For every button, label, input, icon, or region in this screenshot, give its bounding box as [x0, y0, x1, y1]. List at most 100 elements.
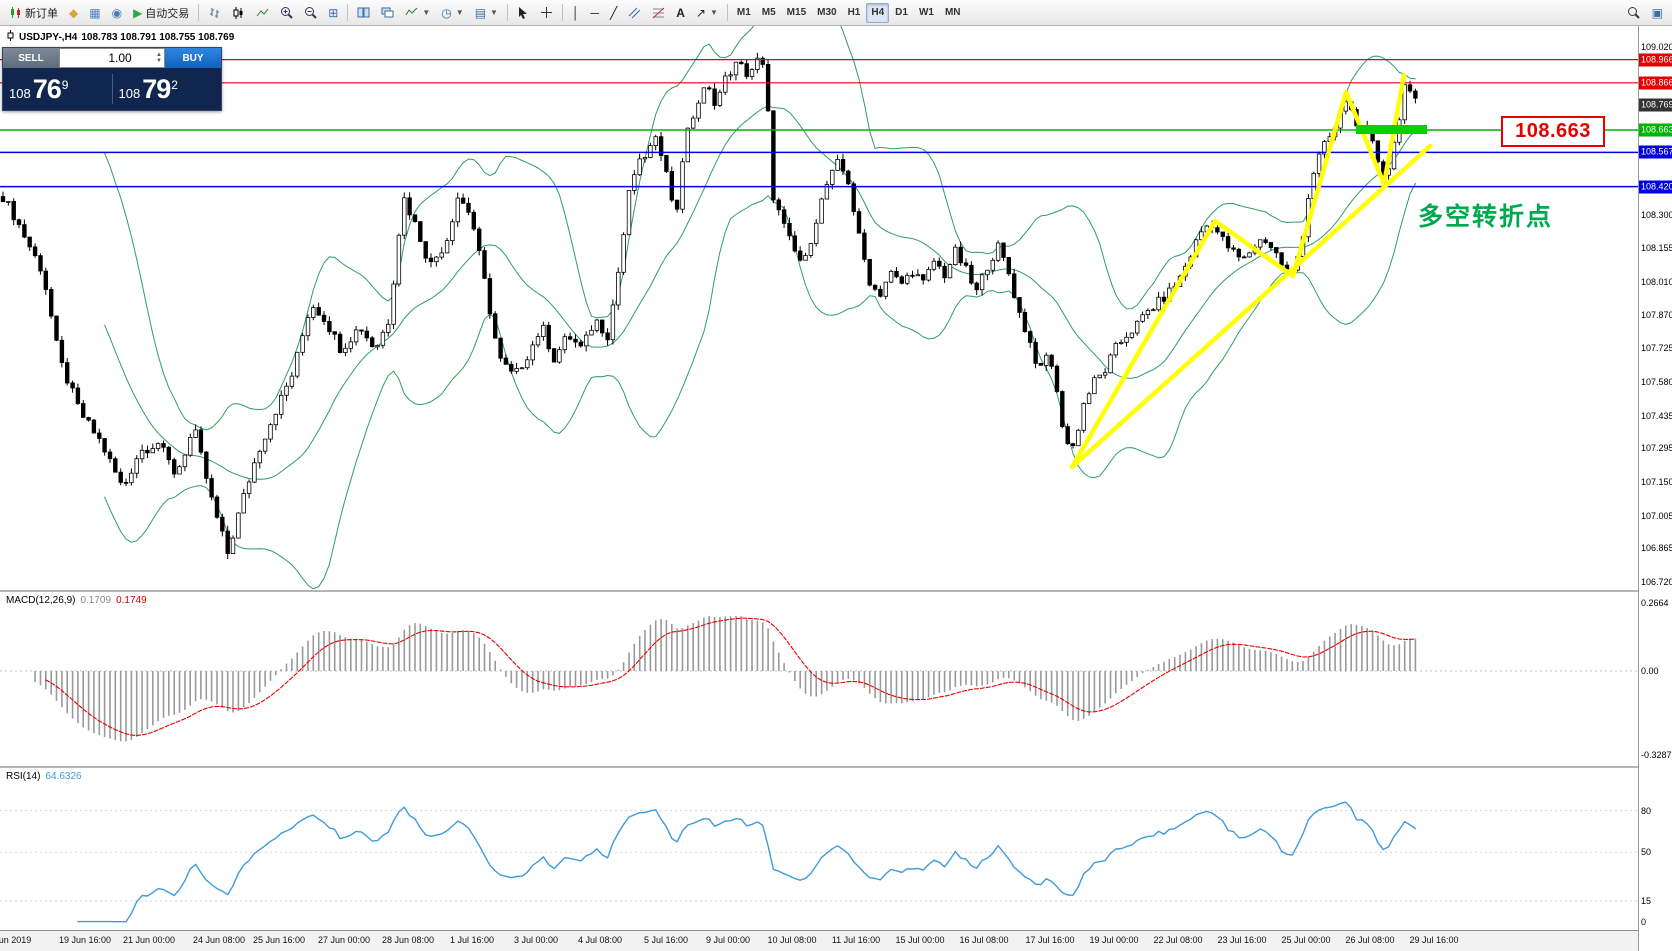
panel-divider[interactable] — [0, 590, 1638, 592]
indicators-dropdown-button[interactable]: ▼ — [400, 3, 435, 23]
price-annotation-box[interactable]: 108.663 — [1501, 116, 1605, 147]
time-axis-label: 29 Jul 16:00 — [1409, 935, 1459, 945]
candlestick-chart-icon — [232, 6, 245, 19]
time-axis-label: 17 Jul 16:00 — [1025, 935, 1075, 945]
tile-windows-button[interactable] — [352, 3, 375, 23]
auto-trading-label: 自动交易 — [145, 7, 190, 20]
price-scale-tick: 107.870 — [1641, 309, 1672, 320]
auto-trading-button[interactable]: ▶ 自动交易 — [128, 3, 194, 23]
data-window-button[interactable]: ▦ — [84, 3, 105, 23]
new-order-icon — [9, 6, 22, 19]
price-annotation-label: 108.663 — [1515, 120, 1591, 142]
toolbar: 新订单 ◆ ▦ ◉ ▶ 自动交易 ⊞ ▼ ◷ ▼ ▤ ▼ │ ─ ╱ A ↗ ▼ M1… — [0, 0, 1672, 26]
macd-signal-value: 0.1749 — [116, 595, 147, 606]
main-chart-canvas[interactable] — [0, 26, 1638, 590]
time-axis[interactable]: 8 Jun 2019 19 Jun 16:00 21 Jun 00:00 24 Jun… — [0, 930, 1638, 951]
buy-button[interactable]: BUY — [165, 48, 221, 68]
rsi-label-row: RSI(14) 64.6326 — [6, 771, 82, 782]
cascade-windows-button[interactable] — [376, 3, 399, 23]
zoom-out-icon — [304, 6, 318, 19]
rsi-scale-label: 0 — [1641, 916, 1647, 927]
new-order-button[interactable]: 新订单 — [4, 3, 63, 23]
timeframe-mn[interactable]: MN — [940, 3, 966, 23]
layout-button[interactable]: ▣ — [1647, 3, 1668, 23]
bar-chart-button[interactable] — [203, 3, 226, 23]
line-chart-button[interactable] — [251, 3, 274, 23]
fibonacci-button[interactable] — [647, 3, 670, 23]
rsi-value: 64.6326 — [45, 771, 82, 782]
timeframe-m1[interactable]: M1 — [732, 3, 756, 23]
macd-main-value: 0.1709 — [80, 595, 112, 606]
timeframe-m5[interactable]: M5 — [757, 3, 781, 23]
turning-point-annotation[interactable]: 多空转折点 — [1418, 203, 1554, 231]
buy-price-main: 79 — [142, 73, 171, 104]
price-scale-tick: 107.295 — [1641, 443, 1672, 454]
market-watch-button[interactable]: ◆ — [64, 3, 83, 23]
sell-button[interactable]: SELL — [3, 48, 59, 68]
zoom-in-button[interactable] — [275, 3, 298, 23]
new-order-label: 新订单 — [25, 7, 58, 20]
macd-scale-label: 0.00 — [1641, 666, 1659, 676]
time-axis-label: 19 Jul 00:00 — [1089, 935, 1139, 945]
crosshair-button[interactable] — [535, 3, 558, 23]
chart-symbol-icon — [6, 30, 15, 44]
chart-title: USDJPY-,H4 108.783 108.791 108.755 108.7… — [6, 30, 234, 44]
horizontal-line-button[interactable]: ─ — [585, 3, 604, 23]
volume-down-icon[interactable]: ▼ — [156, 58, 162, 64]
time-axis-label: 4 Jul 08:00 — [577, 935, 623, 945]
timeframe-h4[interactable]: H4 — [866, 2, 890, 23]
price-scale-tick: 107.580 — [1641, 376, 1672, 387]
time-axis-label: 26 Jul 08:00 — [1345, 935, 1395, 945]
rsi-panel-canvas[interactable] — [0, 768, 1638, 930]
price-scale-tag: 108.420 — [1639, 180, 1672, 194]
layout-icon: ▣ — [1651, 5, 1663, 20]
text-button[interactable]: A — [671, 3, 690, 23]
price-scale-tag: 108.966 — [1639, 53, 1672, 67]
timeframe-m15[interactable]: M15 — [782, 3, 811, 23]
buy-price[interactable]: 108 79 2 — [113, 74, 222, 105]
macd-label: MACD(12,26,9) — [6, 595, 76, 606]
arrows-tool-button[interactable]: ↗ ▼ — [691, 3, 723, 23]
trendline-icon: ╱ — [609, 5, 618, 20]
rsi-scale-label: 50 — [1641, 847, 1652, 858]
templates-icon: ⊞ — [328, 5, 339, 20]
price-scale-tick: 107.435 — [1641, 410, 1672, 421]
templates-button[interactable]: ⊞ — [323, 3, 343, 23]
price-scale[interactable]: 109.020 108.966 108.866 108.769 108.663 108.5… — [1638, 26, 1672, 951]
volume-stepper[interactable]: 1.00 ▲ ▼ — [59, 48, 165, 68]
zoom-out-button[interactable] — [299, 3, 322, 23]
navigator-button[interactable]: ◉ — [107, 3, 127, 23]
sell-price-sup: 9 — [61, 77, 69, 92]
cursor-button[interactable] — [512, 3, 534, 23]
chevron-down-icon: ▼ — [455, 8, 464, 17]
price-scale-tick: 108.010 — [1641, 276, 1672, 287]
volume-up-icon[interactable]: ▲ — [156, 52, 162, 58]
rsi-label: RSI(14) — [6, 771, 41, 782]
vertical-line-button[interactable]: │ — [567, 3, 585, 23]
price-scale-tick: 107.150 — [1641, 477, 1672, 487]
candlestick-chart-button[interactable] — [227, 3, 250, 23]
timeframe-h1[interactable]: H1 — [843, 3, 866, 23]
periods-dropdown-button[interactable]: ◷ ▼ — [436, 3, 468, 23]
zoom-in-icon — [280, 6, 294, 19]
toolbar-separator — [726, 4, 728, 21]
rsi-scale-label: 80 — [1641, 805, 1652, 816]
volume-value[interactable]: 1.00 — [108, 51, 132, 65]
toolbar-separator — [561, 4, 563, 21]
time-axis-label: 25 Jul 00:00 — [1281, 935, 1331, 945]
channel-button[interactable] — [623, 3, 646, 23]
rsi-scale-label: 15 — [1641, 896, 1652, 906]
time-axis-label: 5 Jul 16:00 — [643, 935, 689, 945]
timeframe-d1[interactable]: D1 — [890, 3, 913, 23]
search-button[interactable] — [1622, 3, 1645, 23]
timeframe-w1[interactable]: W1 — [914, 3, 939, 23]
sell-price[interactable]: 108 76 9 — [3, 74, 112, 105]
macd-scale-label: -0.3287 — [1641, 750, 1672, 761]
panel-divider[interactable] — [0, 766, 1638, 768]
chevron-down-icon: ▼ — [422, 8, 431, 17]
trendline-button[interactable]: ╱ — [605, 3, 622, 23]
template-dropdown-button[interactable]: ▤ ▼ — [470, 3, 503, 23]
timeframe-m30[interactable]: M30 — [812, 3, 841, 23]
price-divider — [111, 74, 113, 104]
macd-panel-canvas[interactable] — [0, 592, 1638, 766]
